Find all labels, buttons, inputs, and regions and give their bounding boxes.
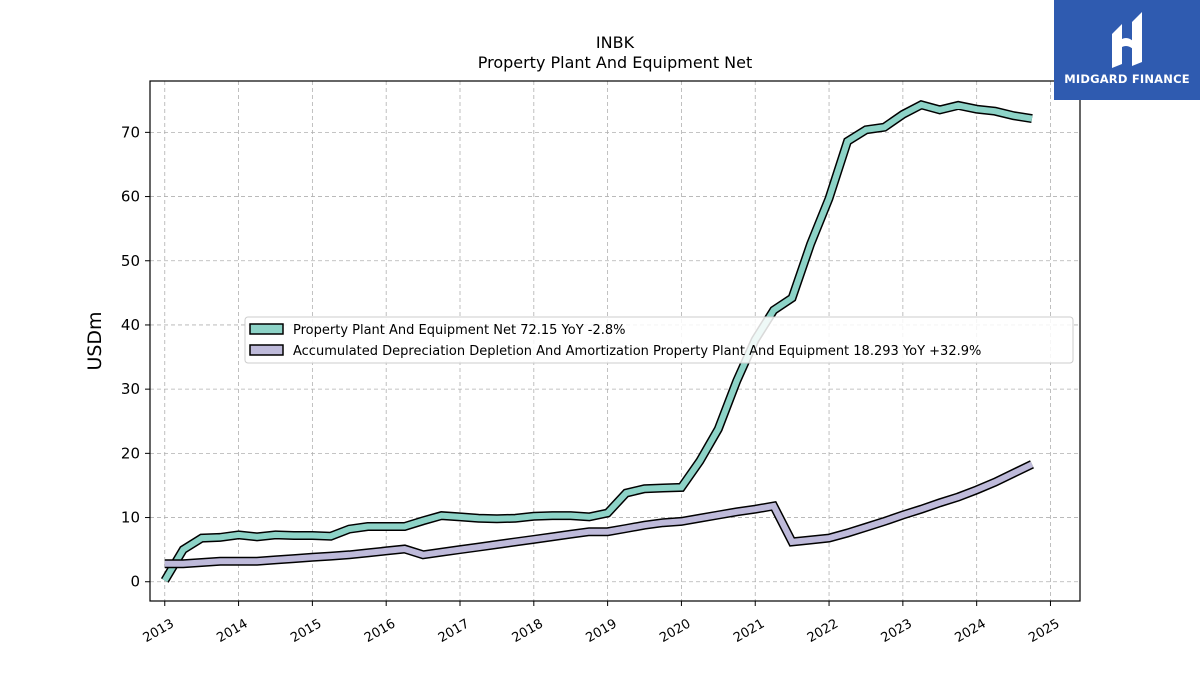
y-tick-label: 10 xyxy=(121,509,140,527)
y-tick-label: 20 xyxy=(121,444,140,462)
chart-title: INBK xyxy=(596,33,635,52)
brand-name: MIDGARD FINANCE xyxy=(1064,72,1190,86)
x-tick-label: 2022 xyxy=(805,616,841,646)
x-tick-label: 2014 xyxy=(214,616,250,646)
series-line-0 xyxy=(162,101,1033,583)
legend-box xyxy=(244,316,1074,364)
chart-subtitle: Property Plant And Equipment Net xyxy=(478,53,753,72)
y-tick-label: 40 xyxy=(121,316,140,334)
y-tick-label: 0 xyxy=(130,573,140,591)
x-tick-label: 2015 xyxy=(288,616,324,646)
x-tick-label: 2020 xyxy=(657,616,693,646)
legend-label-accum-depreciation: Accumulated Depreciation Depletion And A… xyxy=(293,344,981,359)
y-axis-ticks: 0 10 20 30 40 50 60 70 xyxy=(121,123,150,591)
x-tick-label: 2017 xyxy=(436,616,472,646)
series-line-1 xyxy=(164,461,1034,567)
y-tick-label: 50 xyxy=(121,252,140,270)
y-tick-label: 70 xyxy=(121,123,140,141)
legend-swatch-ppe-net xyxy=(249,323,284,335)
series-lines xyxy=(160,99,1034,583)
x-axis-ticks: 2013 2014 2015 2016 2017 2018 2019 2020 2021 2022… xyxy=(141,601,1062,646)
y-axis-label: USDm xyxy=(84,311,106,370)
legend: Property Plant And Equipment Net 72.15 Y… xyxy=(244,316,1074,364)
x-tick-label: 2024 xyxy=(953,616,989,646)
x-tick-label: 2019 xyxy=(583,616,619,646)
x-tick-label: 2018 xyxy=(510,616,546,646)
brand-logo: MIDGARD FINANCE xyxy=(1054,0,1200,100)
x-tick-label: 2023 xyxy=(879,616,915,646)
legend-swatch-accum-depreciation xyxy=(249,344,284,356)
x-tick-label: 2021 xyxy=(731,616,767,646)
legend-label-ppe-net: Property Plant And Equipment Net 72.15 Y… xyxy=(293,323,626,338)
midgard-logo-icon xyxy=(1112,12,1142,68)
x-tick-label: 2025 xyxy=(1026,616,1062,646)
y-tick-label: 60 xyxy=(121,188,140,206)
plot-frame xyxy=(149,80,1081,602)
y-tick-label: 30 xyxy=(121,380,140,398)
x-tick-label: 2016 xyxy=(362,616,398,646)
x-tick-label: 2013 xyxy=(141,616,177,646)
